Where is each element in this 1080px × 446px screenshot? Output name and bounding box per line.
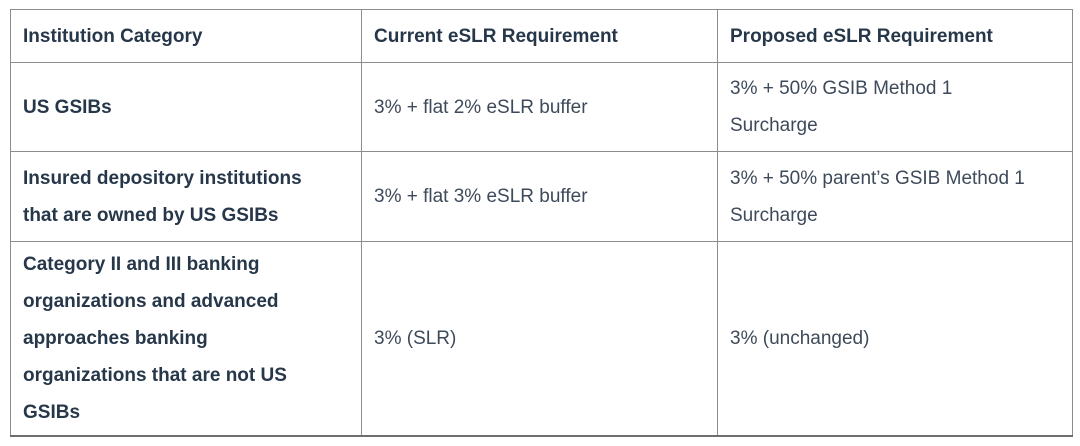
- eslr-requirements-table: Institution Category Current eSLR Requir…: [10, 9, 1073, 437]
- cell-category: Insured depository institutions that are…: [10, 151, 362, 242]
- column-header-institution-category: Institution Category: [10, 9, 362, 63]
- table-row-category-ii-iii: Category II and III banking organization…: [10, 241, 1073, 437]
- table-row-insured-depository: Insured depository institutions that are…: [10, 151, 1073, 242]
- table-row-us-gsibs: US GSIBs 3% + flat 2% eSLR buffer 3% + 5…: [10, 62, 1073, 152]
- cell-proposed-requirement: 3% (unchanged): [717, 241, 1073, 437]
- header-row: Institution Category Current eSLR Requir…: [10, 9, 1073, 63]
- cell-current-requirement: 3% + flat 3% eSLR buffer: [361, 151, 718, 242]
- column-header-proposed-eslr: Proposed eSLR Requirement: [717, 9, 1073, 63]
- column-header-current-eslr: Current eSLR Requirement: [361, 9, 718, 63]
- cell-current-requirement: 3% (SLR): [361, 241, 718, 437]
- cell-proposed-requirement: 3% + 50% parent’s GSIB Method 1 Surcharg…: [717, 151, 1073, 242]
- cell-current-requirement: 3% + flat 2% eSLR buffer: [361, 62, 718, 152]
- cell-category: US GSIBs: [10, 62, 362, 152]
- cell-proposed-requirement: 3% + 50% GSIB Method 1 Surcharge: [717, 62, 1073, 152]
- cell-category: Category II and III banking organization…: [10, 241, 362, 437]
